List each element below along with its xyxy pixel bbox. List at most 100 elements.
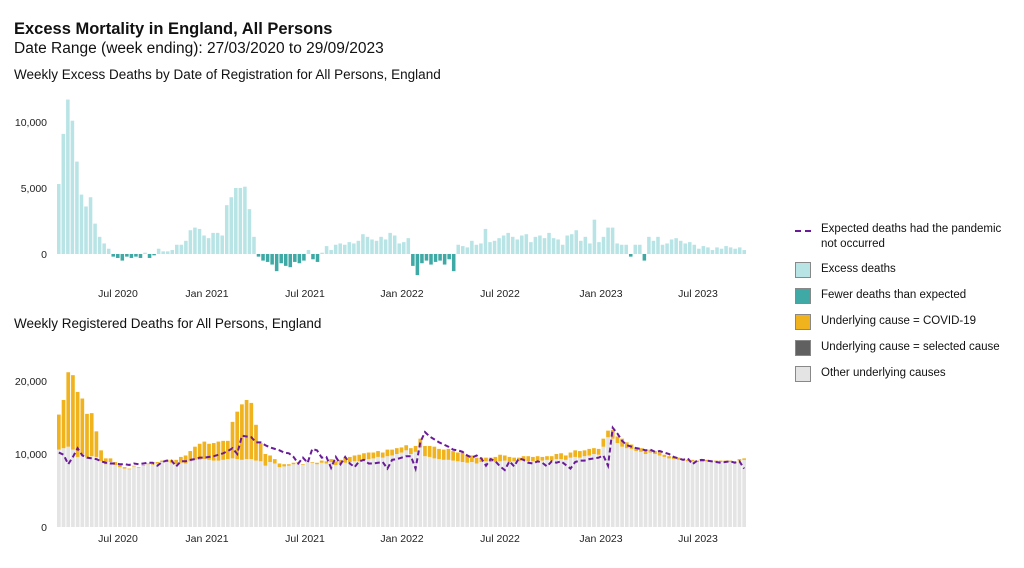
fewer-bar: [411, 254, 415, 266]
covid-bar: [207, 443, 211, 460]
covid-bar: [160, 460, 164, 463]
registered-x-tick-label: Jul 2020: [98, 533, 138, 545]
covid-bar: [85, 413, 89, 458]
other-bar: [653, 454, 657, 527]
registered-x-tick-label: Jan 2023: [579, 533, 622, 545]
other-bar: [324, 463, 329, 527]
other-bar: [714, 462, 718, 527]
excess-bar: [660, 244, 665, 254]
excess-bar: [728, 247, 733, 254]
other-bar: [150, 464, 155, 527]
fewer-bar: [265, 254, 270, 262]
covid-bar: [371, 452, 376, 459]
other-bar: [399, 452, 404, 527]
excess-bar: [234, 188, 238, 254]
other-bar: [310, 462, 315, 527]
legend-item-excess[interactable]: Excess deaths: [795, 262, 1020, 278]
covid-bar: [484, 457, 488, 462]
fewer-bar: [116, 254, 120, 258]
excess-bar: [338, 243, 342, 254]
excess-bar: [397, 243, 401, 254]
covid-bar: [352, 455, 357, 462]
fewer-bar: [120, 254, 125, 261]
covid-bar: [601, 438, 606, 447]
other-bar: [207, 459, 211, 527]
fewer-bar: [628, 254, 633, 257]
excess-bar: [665, 243, 669, 254]
other-bar: [235, 459, 240, 527]
excess-y-tick-label: 5,000: [21, 183, 47, 195]
other-bar: [502, 460, 507, 527]
fewer-bar: [288, 254, 293, 268]
fewer-bar: [129, 254, 134, 258]
covid-bar: [263, 454, 268, 466]
excess-x-tick-label: Jul 2020: [98, 288, 138, 300]
other-bar: [563, 459, 568, 527]
fewer-bar: [261, 254, 265, 261]
excess-bar: [678, 240, 683, 254]
legend-item-covid[interactable]: Underlying cause = COVID-19: [795, 314, 1020, 330]
excess-bar: [597, 242, 601, 254]
other-bar: [136, 467, 141, 527]
other-bar: [216, 460, 221, 527]
excess-bar: [206, 238, 211, 254]
other-bar: [662, 456, 667, 527]
other-swatch: [795, 366, 811, 382]
excess-bar: [252, 236, 256, 254]
excess-chart-title: Weekly Excess Deaths by Date of Registra…: [14, 67, 441, 82]
other-bar: [146, 464, 150, 527]
excess-bar: [492, 240, 497, 254]
covid-bar: [319, 460, 324, 463]
other-bar: [357, 461, 362, 527]
fewer-bar: [293, 254, 297, 262]
covid-bar: [404, 445, 409, 451]
covid-bar: [235, 411, 240, 460]
other-bar: [578, 457, 582, 527]
covid-bar: [620, 438, 624, 447]
fewer-bar: [283, 254, 288, 266]
covid-bar: [155, 462, 160, 464]
other-bar: [493, 462, 498, 527]
excess-bar: [560, 244, 565, 254]
covid-bar: [61, 399, 66, 449]
excess-bar: [515, 239, 520, 254]
other-bar: [418, 447, 423, 527]
fewer-bar: [451, 254, 456, 272]
other-bar: [540, 460, 545, 527]
covid-bar: [301, 464, 305, 465]
other-bar: [512, 461, 516, 527]
covid-bar: [615, 436, 620, 444]
legend-item-fewer[interactable]: Fewer deaths than expected: [795, 288, 1020, 304]
excess-bar: [402, 242, 406, 254]
excess-bar: [719, 248, 724, 254]
covid-bar: [578, 451, 582, 458]
excess-bar: [61, 133, 66, 254]
excess-bar: [79, 194, 84, 254]
fewer-bar: [297, 254, 302, 264]
other-bar: [667, 458, 671, 527]
other-bar: [460, 462, 465, 527]
covid-bar: [89, 413, 94, 457]
excess-bar: [93, 223, 97, 254]
legend-item-other[interactable]: Other underlying causes: [795, 366, 1020, 382]
other-bar: [690, 461, 695, 527]
legend-label-other: Other underlying causes: [821, 367, 946, 379]
covid-bar: [700, 460, 704, 463]
other-bar: [390, 455, 394, 527]
covid-bar: [413, 445, 418, 452]
covid-bar: [225, 440, 230, 460]
excess-bar: [483, 228, 488, 254]
expected-line-swatch: [795, 222, 811, 238]
excess-bar: [506, 232, 510, 254]
covid-bar: [118, 464, 122, 468]
excess-bar: [383, 239, 388, 254]
other-bar: [648, 452, 653, 527]
legend-item-expected[interactable]: Expected deaths had the pandemic not occ…: [795, 222, 1020, 252]
excess-x-tick-label: Jan 2022: [380, 288, 423, 300]
legend-item-selected[interactable]: Underlying cause = selected cause: [795, 340, 1020, 356]
excess-bar: [687, 242, 692, 254]
other-bar: [455, 461, 460, 527]
other-bar: [160, 462, 164, 527]
covid-bar: [507, 456, 512, 463]
